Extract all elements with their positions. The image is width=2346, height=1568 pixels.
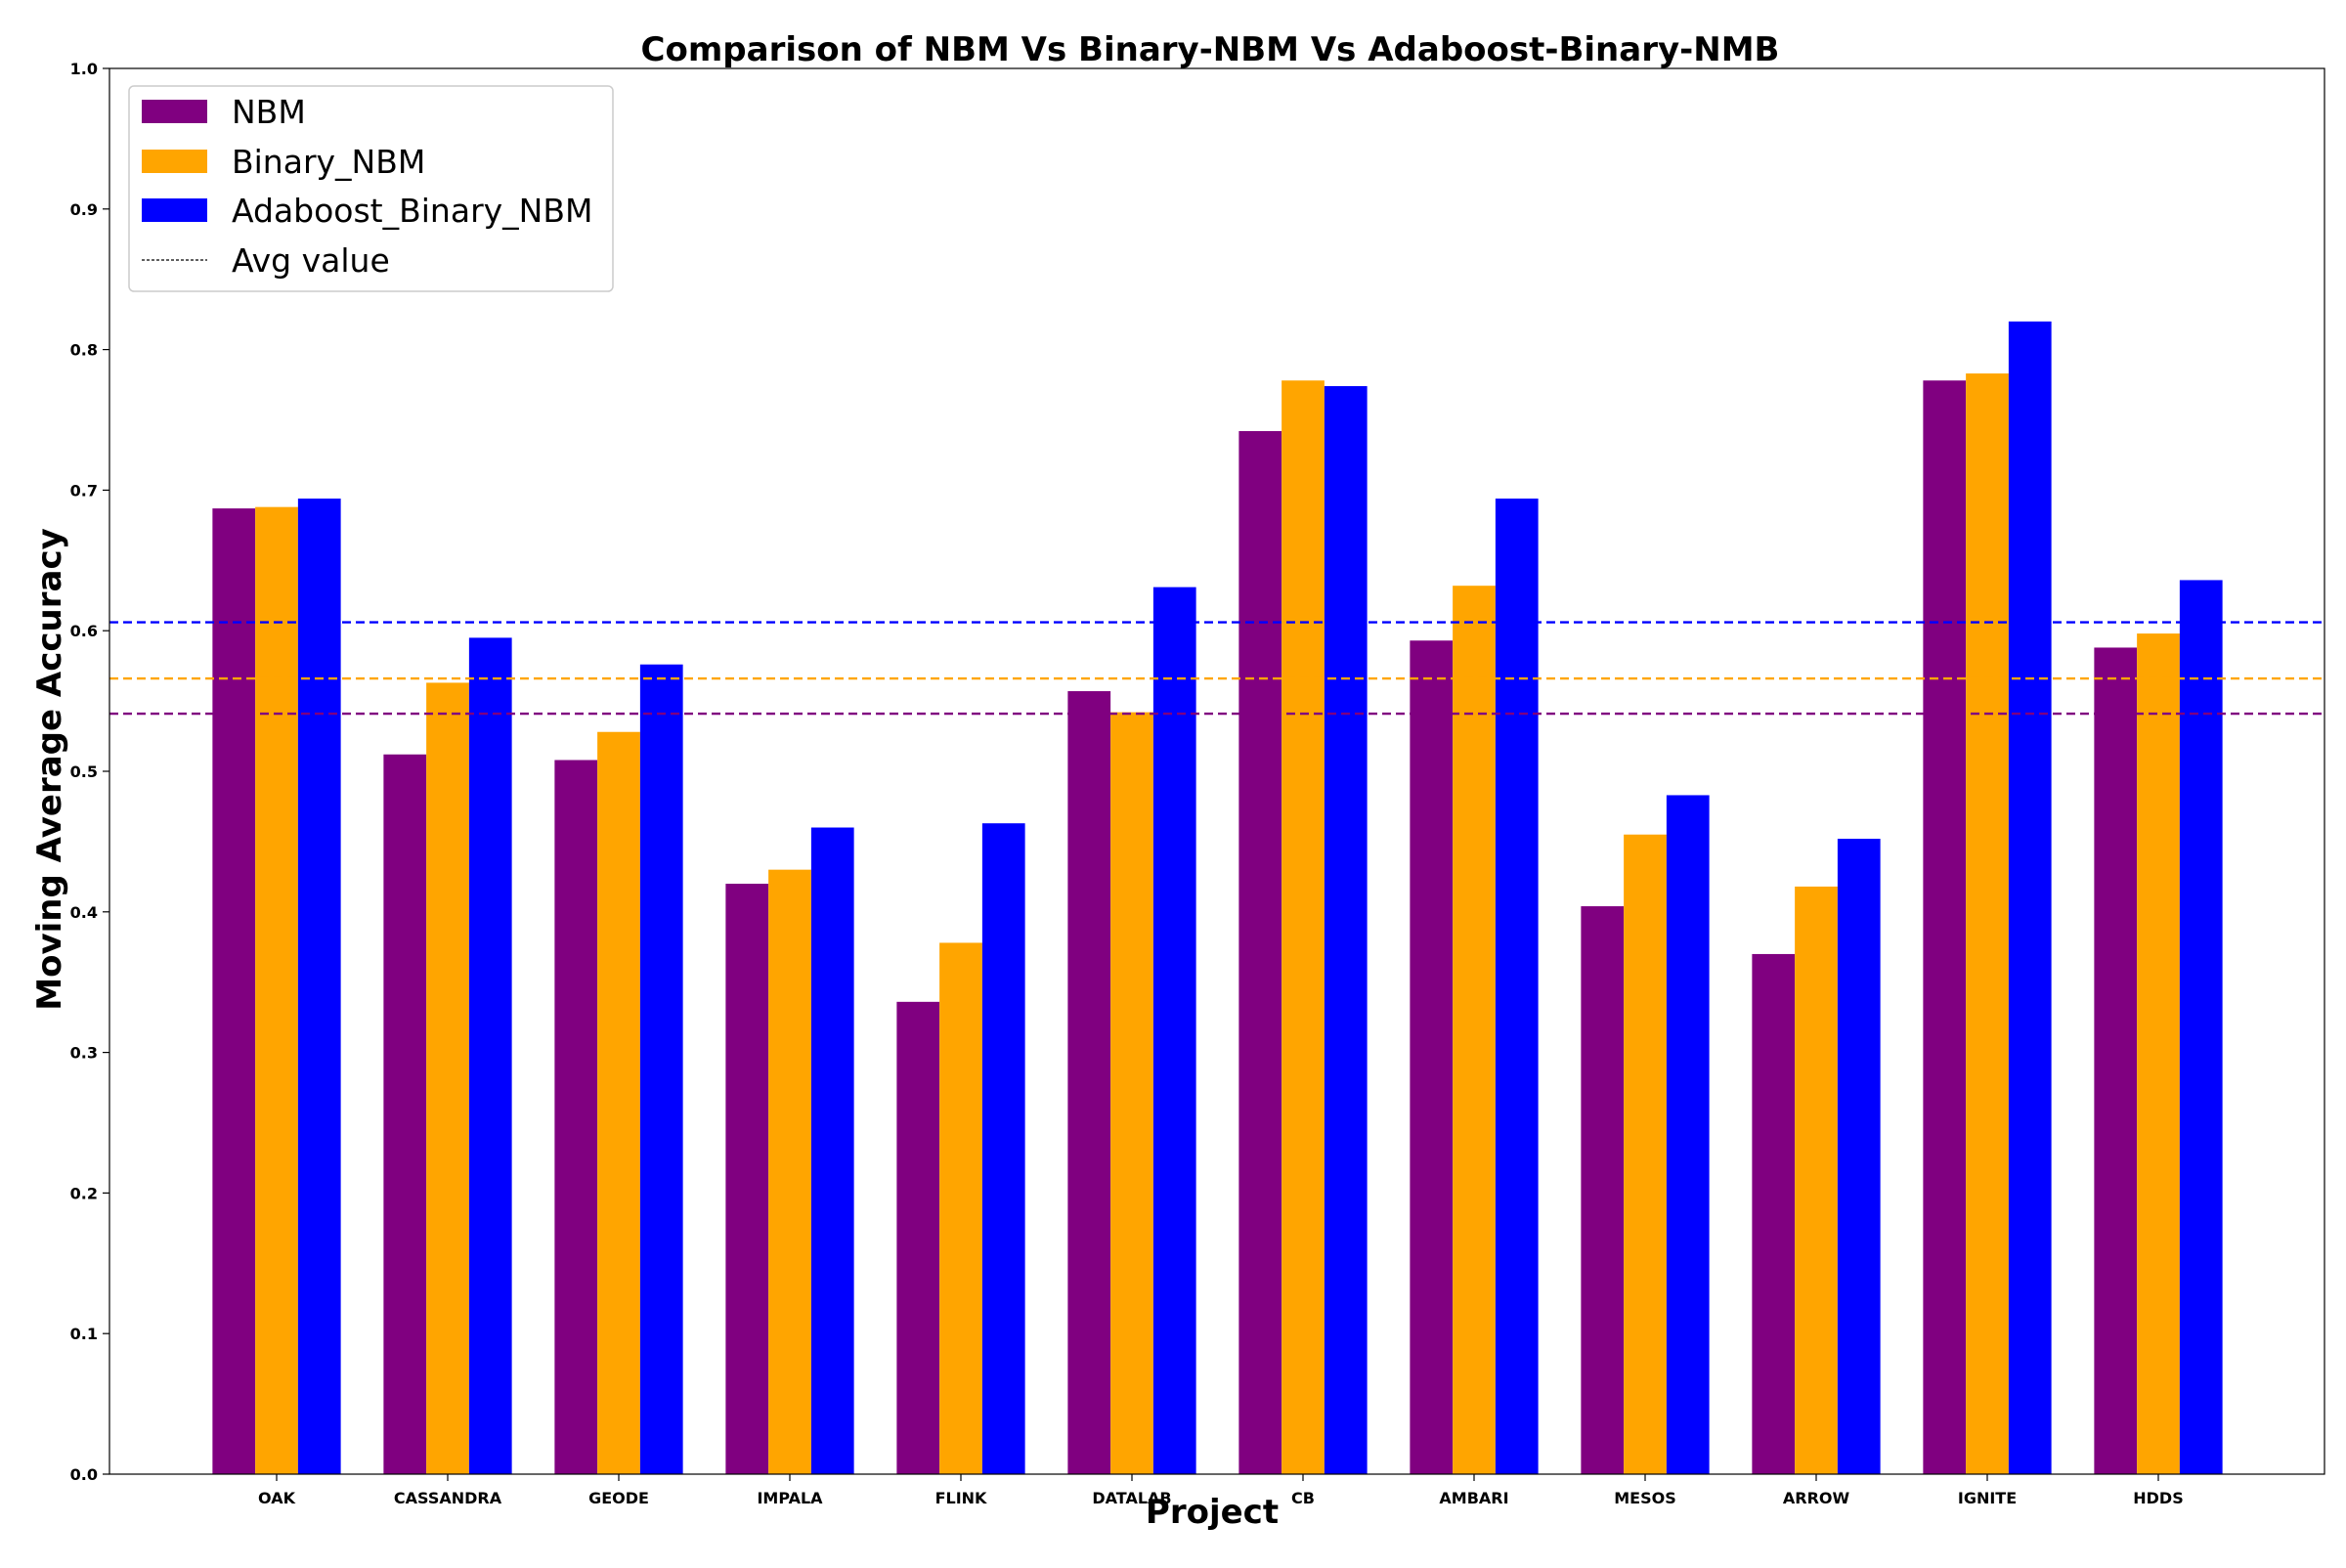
x-tick-label-arrow: ARROW xyxy=(1783,1489,1850,1507)
y-tick-label: 0.5 xyxy=(70,762,98,781)
bar-adaboost-binary-nbm-impala xyxy=(810,827,854,1474)
y-tick-label: 1.0 xyxy=(70,60,98,78)
bar-adaboost-binary-nbm-mesos xyxy=(1666,795,1710,1474)
y-tick-label: 0.1 xyxy=(70,1325,98,1343)
y-tick-label: 0.4 xyxy=(70,903,98,922)
bar-adaboost-binary-nbm-geode xyxy=(639,664,683,1474)
bar-nbm-hdds xyxy=(2094,647,2138,1474)
bar-nbm-cb xyxy=(1238,431,1282,1474)
x-tick-label-hdds: HDDS xyxy=(2133,1489,2183,1507)
x-tick-label-cb: CB xyxy=(1291,1489,1315,1507)
bar-adaboost-binary-nbm-cassandra xyxy=(468,637,512,1474)
bar-nbm-oak xyxy=(212,508,256,1474)
legend-label-adaboost-binary-nbm: Adaboost_Binary_NBM xyxy=(232,192,592,230)
x-tick-label-cassandra: CASSANDRA xyxy=(394,1489,502,1507)
y-axis-label: Moving Average Accuracy xyxy=(30,528,69,1011)
bar-binary-nbm-ambari xyxy=(1453,586,1496,1474)
bar-binary-nbm-datalab xyxy=(1110,712,1153,1474)
bar-nbm-cassandra xyxy=(383,754,427,1474)
bar-binary-nbm-cassandra xyxy=(426,682,469,1474)
bars-layer xyxy=(212,321,2223,1475)
y-tick-label: 0.6 xyxy=(70,622,98,640)
bar-nbm-ignite xyxy=(1923,380,1967,1475)
y-tick-label: 0.8 xyxy=(70,341,98,360)
y-tick-label: 0.2 xyxy=(70,1184,98,1202)
x-tick-label-datalab: DATALAB xyxy=(1092,1489,1171,1507)
legend-swatch-nbm xyxy=(142,100,207,123)
legend: NBM Binary_NBM Adaboost_Binary_NBM Avg valu… xyxy=(128,85,614,292)
bar-binary-nbm-arrow xyxy=(1795,886,1838,1474)
y-tick-label: 0.9 xyxy=(70,200,98,219)
legend-box xyxy=(128,85,614,292)
bar-adaboost-binary-nbm-hdds xyxy=(2179,580,2223,1474)
bar-nbm-arrow xyxy=(1752,953,1796,1474)
x-tick-label-oak: OAK xyxy=(258,1489,296,1507)
bar-binary-nbm-cb xyxy=(1282,380,1325,1475)
bar-nbm-ambari xyxy=(1410,640,1454,1474)
legend-swatch-adaboost-binary-nbm xyxy=(142,198,207,222)
bar-adaboost-binary-nbm-cb xyxy=(1324,385,1368,1474)
chart-title: Comparison of NBM Vs Binary-NBM Vs Adabo… xyxy=(641,30,1780,69)
bar-binary-nbm-impala xyxy=(768,869,811,1474)
bar-adaboost-binary-nbm-arrow xyxy=(1837,839,1881,1474)
legend-label-avg-value: Avg value xyxy=(232,241,390,280)
bar-nbm-datalab xyxy=(1067,691,1111,1474)
bar-binary-nbm-geode xyxy=(597,731,640,1474)
bar-binary-nbm-oak xyxy=(255,506,298,1474)
y-tick-label: 0.3 xyxy=(70,1044,98,1063)
bar-binary-nbm-flink xyxy=(939,942,982,1474)
x-tick-label-ambari: AMBARI xyxy=(1439,1489,1508,1507)
bar-adaboost-binary-nbm-datalab xyxy=(1152,587,1196,1474)
x-tick-label-geode: GEODE xyxy=(588,1489,649,1507)
bar-adaboost-binary-nbm-ambari xyxy=(1495,499,1539,1474)
bar-adaboost-binary-nbm-ignite xyxy=(2008,321,2052,1475)
bar-binary-nbm-ignite xyxy=(1966,373,2009,1474)
bar-nbm-geode xyxy=(554,760,598,1474)
y-tick-label: 0.0 xyxy=(70,1465,98,1484)
bar-nbm-mesos xyxy=(1581,906,1625,1474)
bar-adaboost-binary-nbm-flink xyxy=(981,823,1025,1474)
bar-nbm-impala xyxy=(725,884,769,1474)
x-tick-label-impala: IMPALA xyxy=(757,1489,823,1507)
x-axis: OAK CASSANDRA GEODE IMPALA FLINK DATALAB CB AMB… xyxy=(258,1474,2184,1507)
x-tick-label-mesos: MESOS xyxy=(1614,1489,1676,1507)
bar-binary-nbm-mesos xyxy=(1624,834,1667,1474)
x-tick-label-ignite: IGNITE xyxy=(1958,1489,2017,1507)
x-tick-label-flink: FLINK xyxy=(935,1489,987,1507)
bar-adaboost-binary-nbm-oak xyxy=(297,499,341,1474)
bar-binary-nbm-hdds xyxy=(2137,633,2180,1474)
bar-nbm-flink xyxy=(896,1001,940,1474)
legend-swatch-binary-nbm xyxy=(142,150,207,173)
x-axis-label: Project xyxy=(1146,1493,1279,1532)
y-axis: 0.0 0.1 0.2 0.3 0.4 0.5 0.6 0.7 0.8 0.9 1.0 xyxy=(70,60,109,1484)
y-tick-label: 0.7 xyxy=(70,481,98,500)
legend-label-nbm: NBM xyxy=(232,93,306,131)
legend-label-binary-nbm: Binary_NBM xyxy=(232,143,425,181)
